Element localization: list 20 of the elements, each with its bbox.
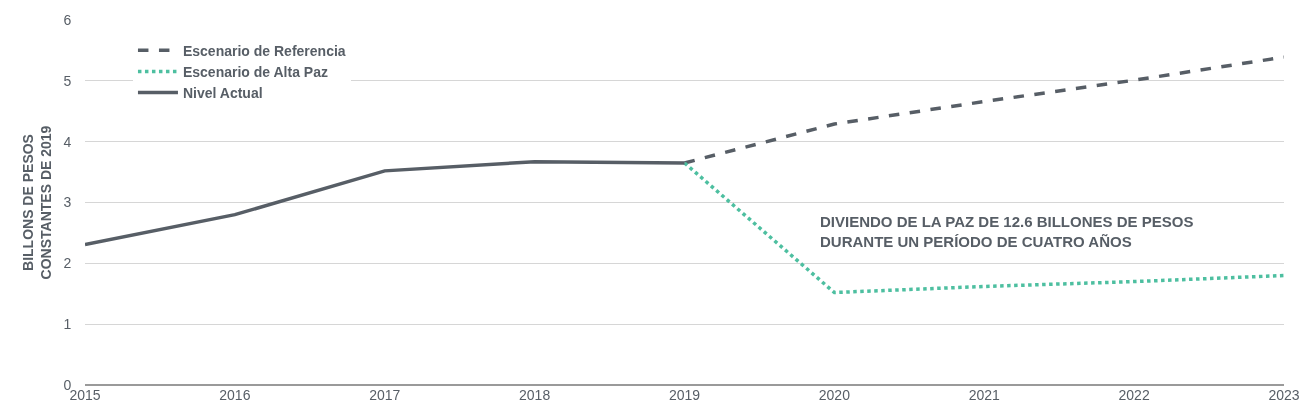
x-tick-label: 2020	[818, 387, 851, 403]
x-tick-label: 2018	[519, 387, 551, 403]
y-axis-title: BILLONS DE PESOS CONSTANTES DE 2019	[19, 125, 54, 280]
x-tick-label: 2023	[1268, 387, 1300, 403]
y-tick-label: 3	[63, 194, 72, 211]
y-tick-label: 2	[63, 255, 72, 272]
x-tick-label: 2017	[369, 387, 401, 403]
x-tick-label: 2019	[668, 387, 701, 403]
y-tick-label: 4	[63, 133, 72, 150]
y-tick-label: 5	[63, 72, 72, 89]
line-series	[682, 161, 1284, 295]
legend-label: Escenario de Alta Paz	[182, 63, 328, 80]
x-tick-label: 2016	[219, 387, 251, 403]
annotation: DIVIENDO DE LA PAZ DE 12.6 BILLONES DE PESOS DURANTE UN PERÍODO DE CUATRO AÑOS	[820, 213, 1194, 250]
x-tick-label: 2022	[1118, 387, 1150, 403]
legend-label: Nivel Actual	[182, 85, 263, 102]
x-tick-label: 2021	[968, 387, 1001, 403]
y-tick-label: 6	[63, 11, 72, 28]
y-tick-label: 1	[63, 316, 72, 333]
legend-label: Escenario de Referencia	[182, 42, 346, 59]
